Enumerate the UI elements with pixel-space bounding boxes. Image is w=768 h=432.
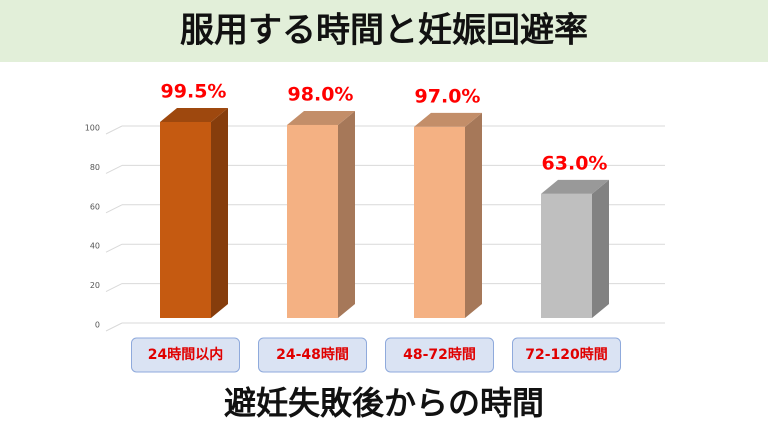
y-tick-label: 60 <box>90 202 100 211</box>
grid-line <box>105 204 123 214</box>
y-tick-label: 0 <box>95 321 100 330</box>
category-box <box>258 337 367 373</box>
category-box <box>512 337 621 373</box>
value-label: 63.0% <box>542 152 608 174</box>
x-tick-label: 72-120時間 <box>525 346 608 363</box>
bar <box>160 107 228 318</box>
y-tick-label: 40 <box>90 242 100 251</box>
value-label: 98.0% <box>288 83 354 105</box>
grid-line <box>105 283 123 293</box>
y-tick-label: 80 <box>90 163 100 172</box>
grid-line <box>105 125 123 135</box>
y-tick-label: 100 <box>85 124 100 133</box>
category-box <box>385 337 494 373</box>
category-box <box>131 337 240 373</box>
x-tick-label: 24時間以内 <box>148 346 223 363</box>
bar <box>414 112 482 318</box>
bar <box>287 110 355 318</box>
x-axis-label: 避妊失敗後からの時間 <box>224 384 544 422</box>
value-label: 97.0% <box>415 85 481 107</box>
title-band <box>0 0 768 62</box>
bar <box>541 179 609 318</box>
grid-line <box>105 164 123 174</box>
value-label: 99.5% <box>161 80 227 102</box>
y-tick-label: 20 <box>90 281 100 290</box>
grid-line <box>105 243 123 253</box>
x-tick-label: 48-72時間 <box>403 346 476 363</box>
grid-line <box>105 322 123 332</box>
chart-title: 服用する時間と妊娠回避率 <box>180 11 588 51</box>
x-tick-label: 24-48時間 <box>276 346 349 363</box>
